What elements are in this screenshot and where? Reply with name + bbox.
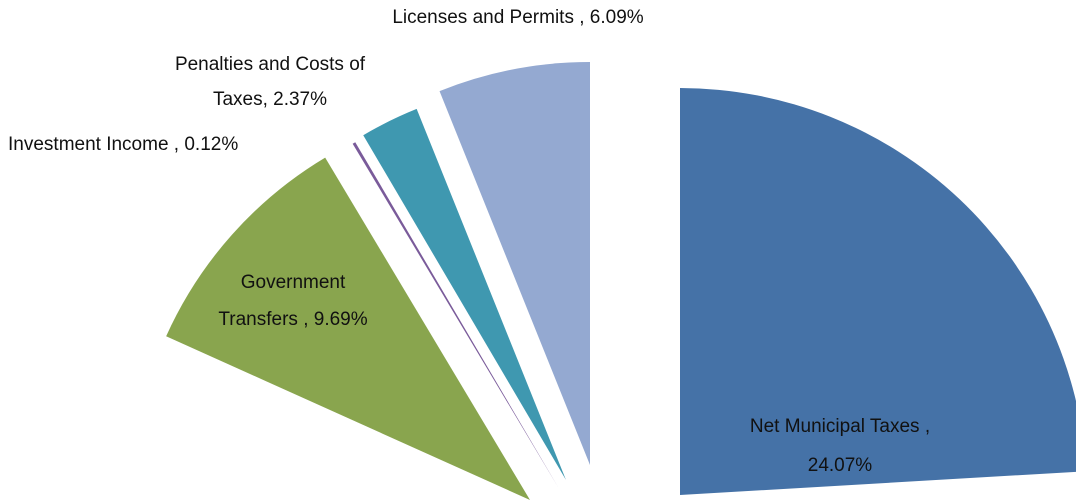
pie-slice bbox=[680, 88, 1076, 495]
slice-label: Taxes, 2.37% bbox=[213, 89, 327, 110]
pie-slice bbox=[363, 108, 566, 480]
slice-label: Penalties and Costs of bbox=[175, 54, 366, 75]
slice-label: Net Municipal Taxes , bbox=[750, 416, 930, 437]
slice-label: Investment Income , 0.12% bbox=[8, 134, 238, 155]
pie-slice bbox=[166, 157, 530, 500]
slice-label: Transfers , 9.69% bbox=[218, 309, 367, 330]
slice-label: Government bbox=[241, 272, 346, 293]
slice-label: 24.07% bbox=[808, 455, 873, 476]
slice-label: Licenses and Permits , 6.09% bbox=[392, 7, 643, 28]
pie-slice bbox=[439, 62, 590, 465]
pie-slice bbox=[352, 142, 558, 487]
